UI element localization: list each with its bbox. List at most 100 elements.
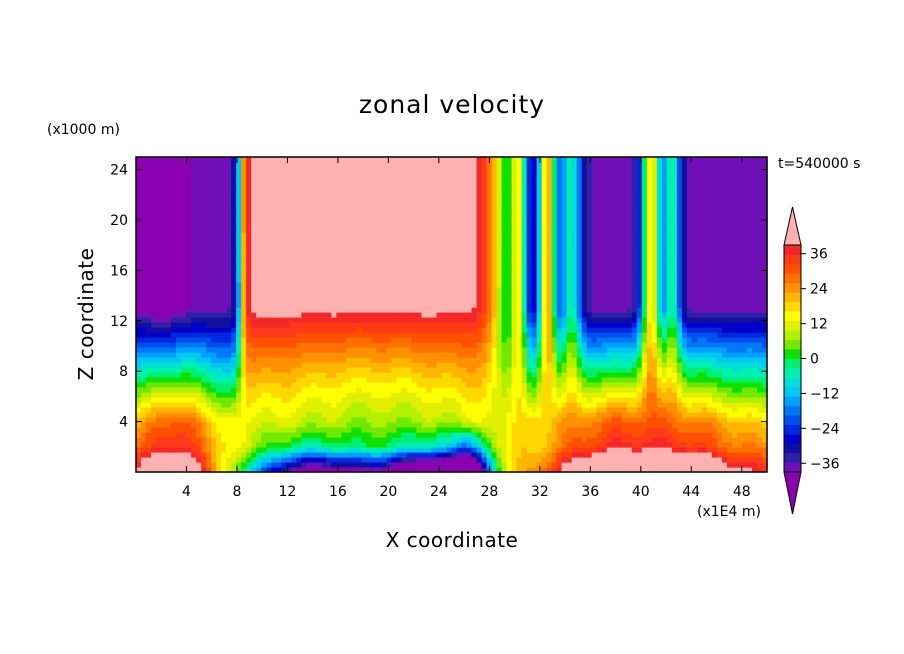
heatmap-cell: [326, 437, 332, 443]
heatmap-cell: [316, 252, 322, 258]
heatmap-cell: [216, 252, 222, 258]
heatmap-cell: [471, 207, 478, 213]
heatmap-cell: [366, 467, 372, 473]
heatmap-cell: [411, 282, 418, 288]
heatmap-cell: [391, 427, 398, 433]
heatmap-cell: [471, 232, 478, 238]
heatmap-cell: [386, 362, 393, 368]
heatmap-cell: [146, 322, 152, 328]
heatmap-cell: [241, 262, 247, 268]
heatmap-cell: [401, 457, 408, 463]
heatmap-cell: [141, 267, 147, 273]
heatmap-cell: [506, 247, 513, 253]
heatmap-cell: [436, 377, 443, 383]
heatmap-cell: [181, 427, 187, 433]
heatmap-cell: [506, 457, 513, 463]
heatmap-cell: [226, 412, 232, 418]
heatmap-cell: [341, 317, 347, 323]
heatmap-cell: [246, 402, 252, 408]
heatmap-cell: [196, 422, 202, 428]
heatmap-cell: [151, 287, 157, 293]
heatmap-cell: [301, 412, 307, 418]
heatmap-cell: [276, 162, 282, 168]
heatmap-cell: [471, 427, 478, 433]
heatmap-cell: [496, 197, 503, 203]
heatmap-cell: [231, 202, 237, 208]
heatmap-cell: [276, 357, 282, 363]
heatmap-cell: [226, 277, 232, 283]
heatmap-cell: [446, 322, 453, 328]
heatmap-cell: [356, 177, 362, 183]
heatmap-cell: [151, 352, 157, 358]
heatmap-cell: [321, 222, 327, 228]
heatmap-cell: [226, 367, 232, 373]
heatmap-cell: [256, 402, 262, 408]
heatmap-cell: [456, 287, 463, 293]
heatmap-cell: [361, 267, 367, 273]
heatmap-cell: [456, 447, 463, 453]
heatmap-cell: [176, 257, 182, 263]
heatmap-cell: [306, 437, 312, 443]
heatmap-cell: [236, 367, 242, 373]
heatmap-cell: [136, 157, 142, 163]
heatmap-cell: [431, 457, 438, 463]
heatmap-cell: [301, 317, 307, 323]
heatmap-cell: [306, 372, 312, 378]
heatmap-cell: [236, 402, 242, 408]
heatmap-cell: [366, 407, 372, 413]
heatmap-cell: [186, 447, 192, 453]
heatmap-cell: [226, 302, 232, 308]
heatmap-cell: [331, 452, 337, 458]
heatmap-cell: [441, 252, 448, 258]
heatmap-cell: [476, 192, 483, 198]
heatmap-cell: [406, 232, 413, 238]
heatmap-cell: [471, 467, 478, 473]
heatmap-cell: [196, 207, 202, 213]
heatmap-cell: [141, 372, 147, 378]
heatmap-cell: [271, 197, 277, 203]
heatmap-cell: [311, 402, 317, 408]
heatmap-cell: [196, 187, 202, 193]
heatmap-cell: [146, 347, 152, 353]
heatmap-cell: [501, 462, 508, 468]
heatmap-cell: [336, 402, 342, 408]
heatmap-cell: [441, 157, 448, 163]
heatmap-cell: [206, 387, 212, 393]
heatmap-cell: [291, 302, 297, 308]
heatmap-cell: [251, 262, 257, 268]
heatmap-cell: [261, 382, 267, 388]
heatmap-cell: [191, 222, 197, 228]
heatmap-cell: [396, 257, 403, 263]
heatmap-cell: [496, 202, 503, 208]
heatmap-cell: [491, 282, 498, 288]
heatmap-cell: [156, 307, 162, 313]
heatmap-cell: [491, 162, 498, 168]
heatmap-cell: [206, 372, 212, 378]
heatmap-cell: [316, 427, 322, 433]
heatmap-cell: [191, 342, 197, 348]
heatmap-cell: [461, 337, 468, 343]
heatmap-cell: [171, 292, 177, 298]
heatmap-cell: [511, 187, 518, 193]
heatmap-cell: [241, 247, 247, 253]
heatmap-cell: [366, 352, 372, 358]
heatmap-cell: [526, 462, 533, 468]
heatmap-cell: [191, 427, 197, 433]
heatmap-cell: [406, 242, 413, 248]
heatmap-cell: [401, 282, 408, 288]
heatmap-cell: [216, 452, 222, 458]
heatmap-cell: [351, 237, 357, 243]
heatmap-cell: [501, 247, 508, 253]
heatmap-cell: [386, 332, 393, 338]
heatmap-cell: [291, 307, 297, 313]
heatmap-cell: [426, 282, 433, 288]
heatmap-cell: [306, 297, 312, 303]
heatmap-cell: [481, 292, 488, 298]
heatmap-cell: [336, 327, 342, 333]
heatmap-cell: [331, 432, 337, 438]
heatmap-cell: [266, 232, 272, 238]
heatmap-cell: [281, 362, 287, 368]
heatmap-cell: [476, 222, 483, 228]
heatmap-cell: [181, 432, 187, 438]
heatmap-cell: [311, 157, 317, 163]
